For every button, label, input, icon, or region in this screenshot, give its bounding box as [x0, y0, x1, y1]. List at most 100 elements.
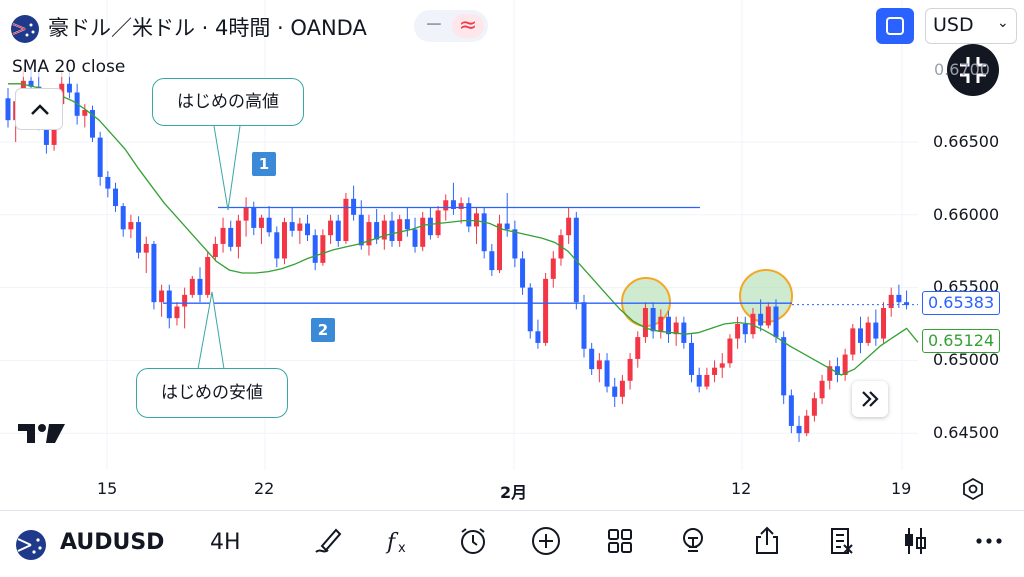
- candle-body: [765, 306, 771, 326]
- tradingview-logo-icon[interactable]: [18, 420, 66, 446]
- candle-body: [712, 367, 718, 375]
- candle-body: [343, 198, 349, 242]
- candle-body: [82, 109, 88, 116]
- candle-body: [28, 80, 34, 87]
- candle-body: [251, 207, 257, 228]
- candle-body: [159, 290, 165, 303]
- candle-body: [727, 338, 733, 364]
- candle-body: [850, 328, 856, 355]
- candle-body: [758, 313, 764, 326]
- axis-settings-icon[interactable]: [960, 476, 986, 502]
- candle-body: [781, 337, 787, 396]
- candle-body: [881, 307, 887, 339]
- candle-body: [66, 83, 72, 93]
- candle-body: [258, 217, 264, 228]
- sma-line: [8, 83, 919, 376]
- candle-body: [842, 354, 848, 375]
- candle-body: [243, 207, 249, 221]
- marker-1[interactable]: 1: [252, 152, 276, 176]
- candle-body: [750, 313, 756, 335]
- high-callout-pointer: [213, 125, 241, 211]
- candle-body: [497, 223, 503, 271]
- currency-select[interactable]: [925, 8, 1017, 44]
- collapse-icon: [960, 57, 986, 83]
- candle-body: [504, 223, 510, 230]
- aud-flag-icon: [11, 15, 39, 43]
- candle-body: [274, 232, 280, 259]
- candle-body: [627, 358, 633, 381]
- candle-body: [888, 294, 894, 308]
- currency-value: USD: [933, 14, 974, 36]
- candle-body: [619, 380, 625, 397]
- time-tick: 22: [254, 479, 275, 498]
- candle-body: [151, 243, 157, 303]
- scroll-to-realtime-button[interactable]: [852, 381, 888, 417]
- candle-body: [604, 360, 610, 387]
- candle-body: [143, 243, 149, 253]
- price-tick-hidden: 0.6700: [934, 60, 990, 79]
- add-circle-icon[interactable]: [529, 524, 563, 558]
- candle-body: [374, 222, 380, 240]
- candle-body: [443, 200, 449, 211]
- candle-body: [89, 109, 95, 138]
- layout-grid-icon[interactable]: [603, 524, 637, 558]
- candle-body: [481, 213, 487, 252]
- candle-body: [827, 366, 833, 381]
- indicators-fx-icon[interactable]: f x: [382, 524, 416, 558]
- selection-mode-button[interactable]: [876, 8, 914, 44]
- candle-body: [796, 425, 802, 434]
- low-callout[interactable]: はじめの安値: [136, 368, 288, 418]
- candle-body: [427, 217, 433, 236]
- exit-fullscreen-button[interactable]: [947, 44, 999, 96]
- candle-body: [566, 217, 572, 236]
- time-tick: 15: [97, 479, 118, 498]
- interval-button[interactable]: 4H: [210, 530, 241, 555]
- candle-body: [857, 328, 863, 343]
- candle-body: [696, 374, 702, 387]
- symbol-button[interactable]: AUDUSD: [60, 530, 165, 555]
- candle-body: [105, 176, 111, 189]
- candle-body: [642, 307, 648, 338]
- candle-body: [581, 302, 587, 349]
- svg-text:f: f: [385, 530, 399, 555]
- candle-body: [335, 220, 341, 242]
- candle-body: [527, 287, 533, 332]
- candle-body: [589, 348, 595, 370]
- collapse-legend-button[interactable]: [15, 88, 63, 130]
- candles-chart-type-icon[interactable]: [898, 524, 932, 558]
- candle-body: [281, 222, 287, 259]
- candle-body: [635, 337, 641, 359]
- price-tick: 0.66500: [933, 132, 1000, 151]
- chart-title[interactable]: 豪ドル／米ドル · 4時間 · OANDA: [48, 16, 367, 40]
- candle-body: [228, 227, 234, 247]
- high-callout[interactable]: はじめの高値: [152, 78, 304, 126]
- wave-icon: ≈: [452, 14, 484, 38]
- candle-body: [543, 278, 549, 343]
- candle-body: [128, 222, 134, 230]
- sma-legend[interactable]: SMA 20 close: [12, 57, 126, 77]
- share-icon[interactable]: [750, 524, 784, 558]
- candle-body: [197, 278, 203, 295]
- candle-body: [689, 342, 695, 375]
- object-tree-icon[interactable]: [824, 524, 858, 558]
- aud-flag-icon: [16, 530, 46, 560]
- candle-body: [328, 220, 334, 236]
- candle-body: [704, 374, 710, 387]
- candle-body: [205, 257, 211, 295]
- ideas-bulb-icon[interactable]: [676, 524, 710, 558]
- candle-body: [320, 235, 326, 263]
- price-tick: 0.64500: [933, 423, 1000, 442]
- candle-body: [773, 306, 779, 338]
- candle-body: [819, 380, 825, 399]
- candle-body: [673, 322, 679, 335]
- candle-body: [865, 322, 871, 343]
- more-dots-icon[interactable]: [972, 524, 1006, 558]
- candle-body: [804, 415, 810, 434]
- drawing-pen-icon[interactable]: [310, 524, 344, 558]
- alarm-clock-icon[interactable]: [456, 524, 490, 558]
- candle-body: [397, 219, 403, 242]
- last-price-tag: 0.65383: [922, 291, 1001, 315]
- marker-2[interactable]: 2: [311, 318, 335, 342]
- candle-body: [305, 223, 311, 236]
